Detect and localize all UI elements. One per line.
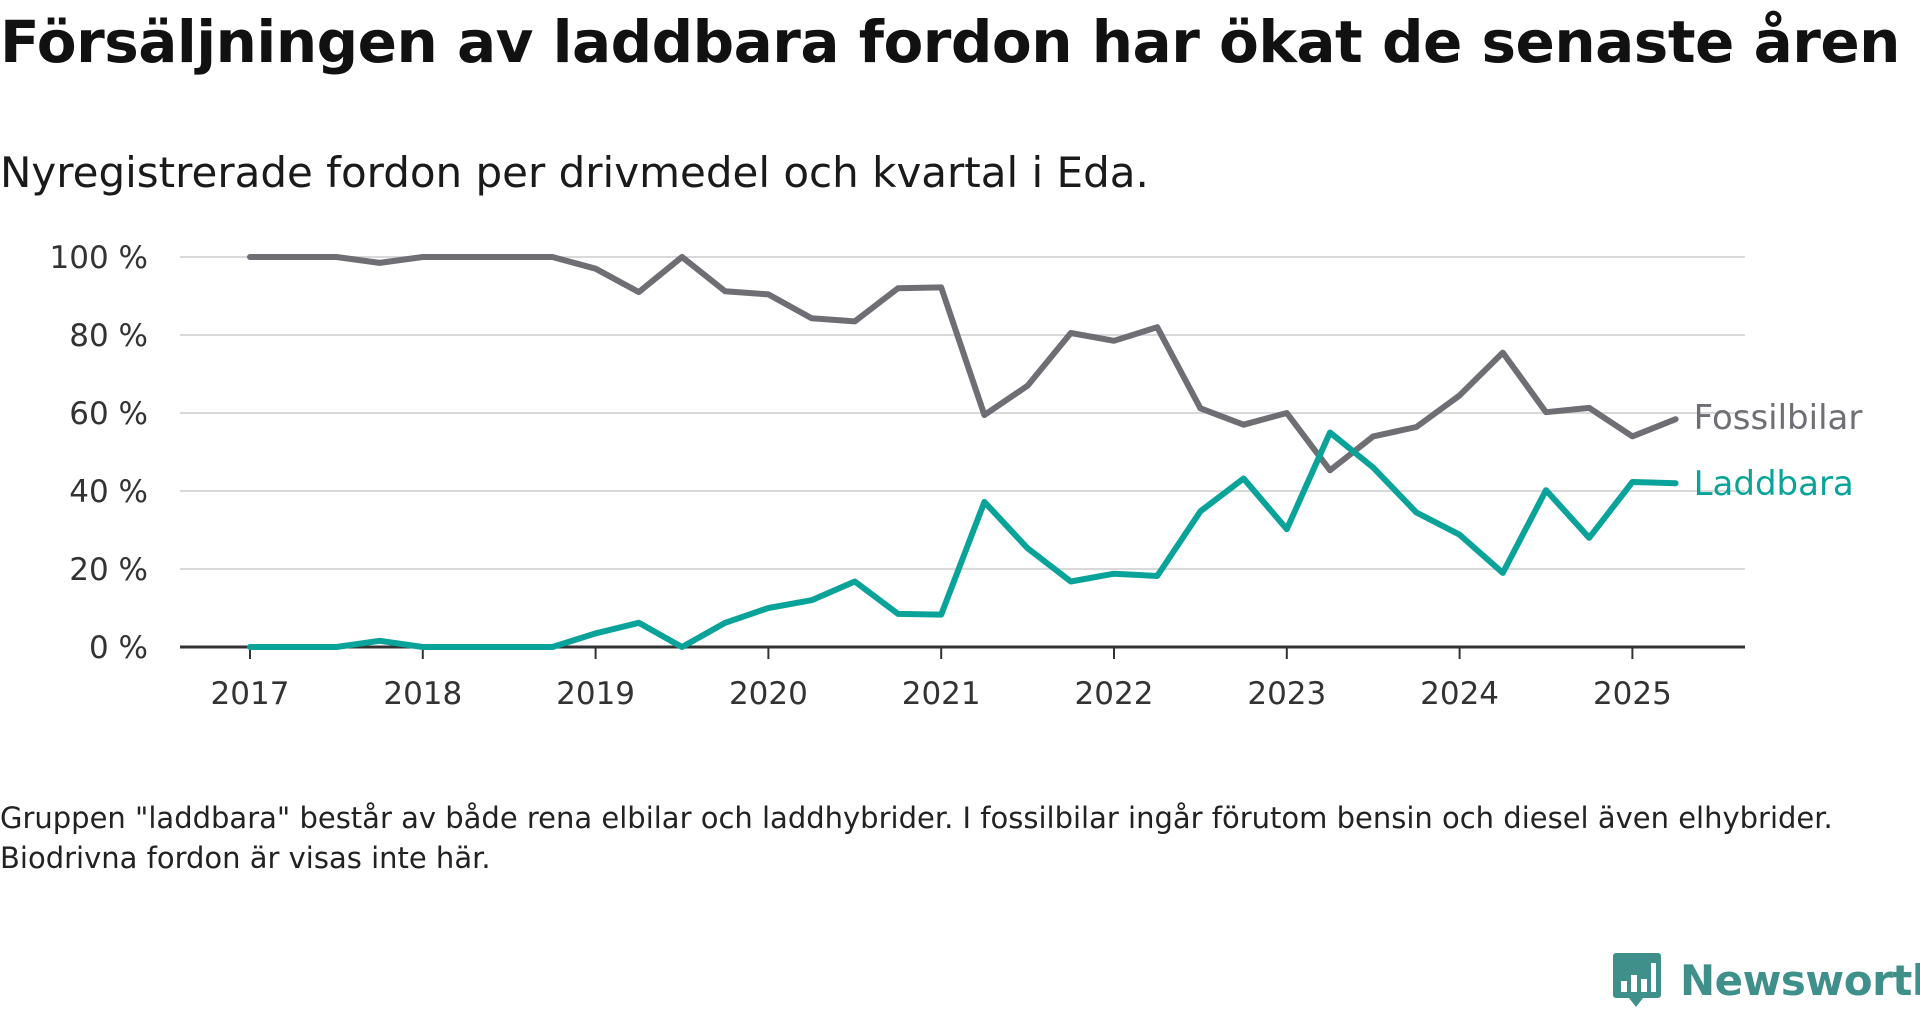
x-tick-label: 2022: [1075, 676, 1154, 712]
y-tick-label: 20 %: [69, 552, 148, 588]
bar-chart-speech-bubble-icon: [1613, 953, 1661, 1007]
x-tick-label: 2024: [1420, 676, 1499, 712]
series-line-fossilbilar: [247, 254, 1679, 474]
chart-subtitle: Nyregistrerade fordon per drivmedel och …: [0, 148, 1149, 197]
series-label-fossilbilar: Fossilbilar: [1694, 398, 1863, 438]
y-axis-ticks: 0 % 20 % 40 % 60 % 80 % 100 %: [50, 240, 148, 666]
x-tick-label: 2025: [1593, 676, 1672, 712]
grid-lines: [180, 256, 1745, 649]
brand-logo: Newsworthy: [1612, 950, 1920, 1010]
x-tick-label: 2019: [556, 676, 635, 712]
y-tick-label: 40 %: [69, 474, 148, 510]
x-tick-label: 2023: [1247, 676, 1326, 712]
y-tick-label: 80 %: [69, 318, 148, 354]
footnote: Gruppen "laddbara" består av både rena e…: [0, 801, 1833, 875]
x-tick-label: 2021: [902, 676, 981, 712]
series-labels: Fossilbilar Laddbara: [1694, 398, 1863, 504]
y-tick-label: 60 %: [69, 396, 148, 432]
brand-name: Newsworthy: [1680, 955, 1920, 1005]
x-tick-label: 2018: [383, 676, 462, 712]
series-line-laddbara: [247, 429, 1679, 650]
x-axis-ticks: 2017 2018 2019 2020 2021 2022 2023 2024 2025: [211, 647, 1672, 712]
line-chart: 0 % 20 % 40 % 60 % 80 % 100 % 2017 2018 2019 202…: [50, 240, 1863, 712]
series-label-laddbara: Laddbara: [1694, 464, 1854, 504]
y-tick-label: 0 %: [89, 630, 148, 666]
y-tick-label: 100 %: [50, 240, 148, 276]
series-lines: [247, 254, 1679, 650]
chart-title: Försäljningen av laddbara fordon har öka…: [0, 8, 1900, 76]
x-tick-label: 2017: [211, 676, 290, 712]
x-tick-label: 2020: [729, 676, 808, 712]
